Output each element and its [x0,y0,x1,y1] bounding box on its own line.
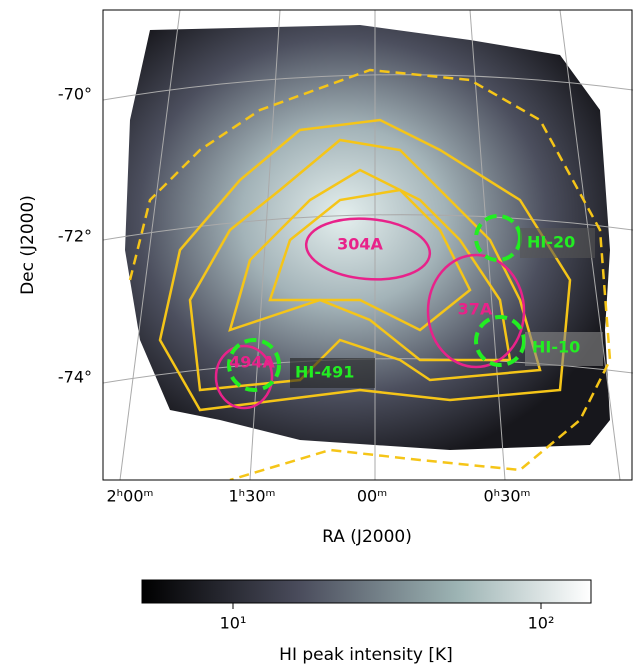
colorbar-label: HI peak intensity [K] [279,645,453,665]
x-tick-label: 2ʰ00ᵐ [107,487,154,506]
colorbar-tick-label: 10² [528,614,555,633]
x-tick-label: 00ᵐ [357,487,387,506]
region-label: 304A [337,235,383,254]
cloud-label: HI-491 [295,363,354,382]
cloud-label: HI-20 [527,233,575,252]
x-tick-label: 1ʰ30ᵐ [229,487,276,506]
x-tick-label: 0ʰ30ᵐ [484,487,531,506]
region-label: 37A [458,300,493,319]
y-tick-label: -70° [58,85,92,104]
figure: RA (J2000) Dec (J2000) HI peak intensity… [0,0,633,672]
y-tick-label: -72° [58,227,92,246]
y-axis-label: Dec (J2000) [18,195,38,295]
colorbar-tick-label: 10¹ [220,614,247,633]
region-label: 494A [229,353,275,372]
cloud-label: HI-10 [532,338,580,357]
y-tick-label: -74° [58,368,92,387]
x-axis-label: RA (J2000) [322,527,412,547]
